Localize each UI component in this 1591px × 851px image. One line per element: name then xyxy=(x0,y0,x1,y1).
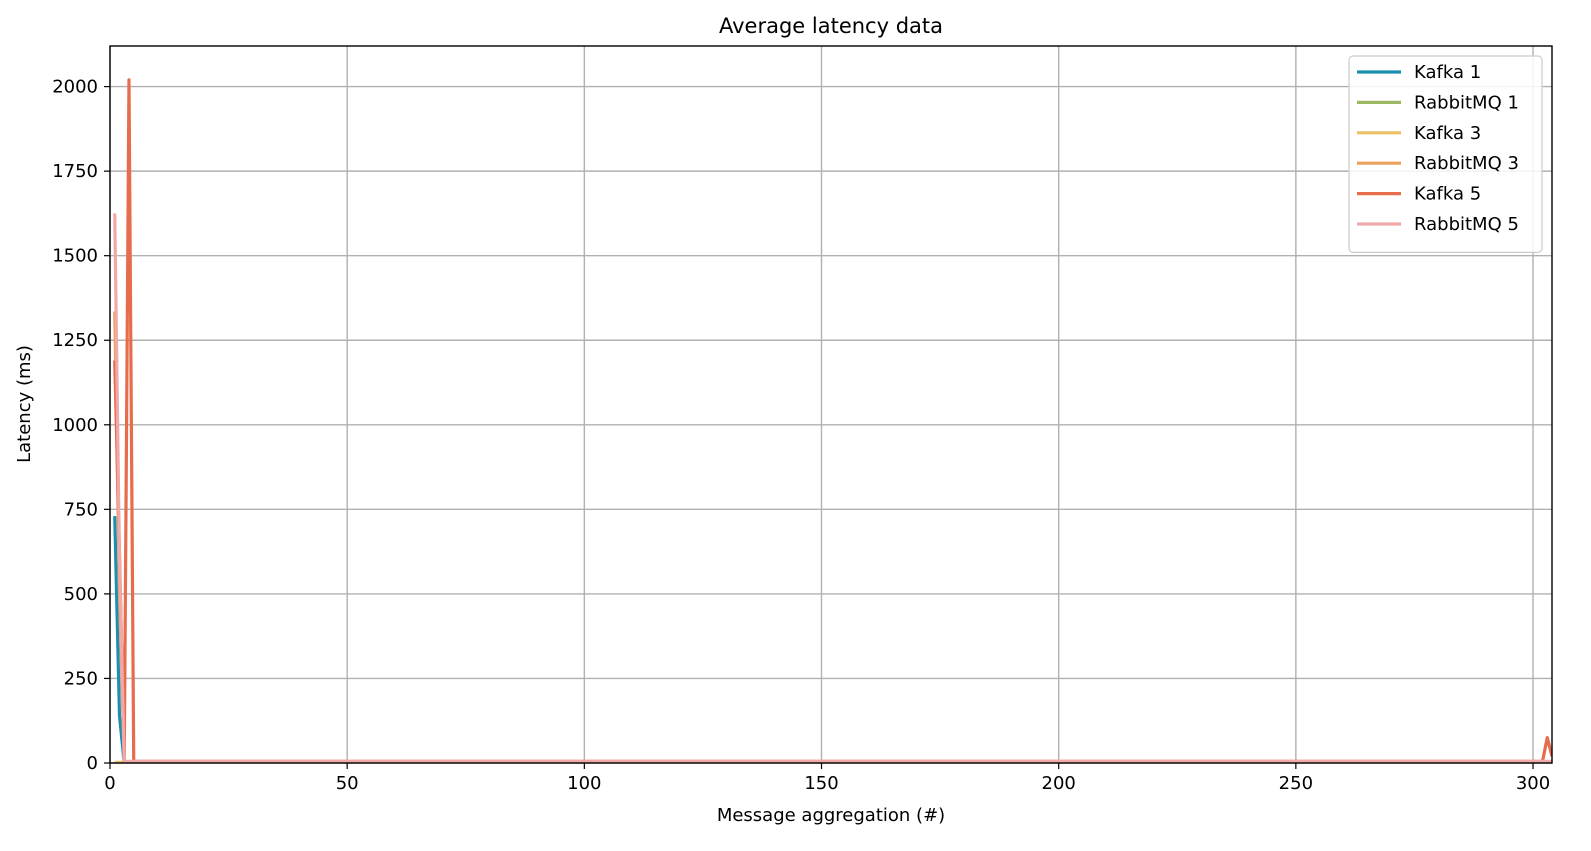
series-line-rabbitmq-5 xyxy=(113,213,1552,763)
series-line-kafka-5 xyxy=(113,78,1552,763)
y-tick-label: 500 xyxy=(64,584,98,605)
y-tick-label: 1500 xyxy=(52,246,98,267)
y-tick-label: 2000 xyxy=(52,77,98,98)
series-lines xyxy=(113,78,1552,763)
legend-label: Kafka 3 xyxy=(1414,123,1481,144)
y-tick-label: 1250 xyxy=(52,330,98,351)
legend-box xyxy=(1348,55,1543,253)
legend: Kafka 1 RabbitMQ 1 Kafka 3 RabbitMQ 3 Kafka … xyxy=(1348,55,1543,253)
axis-ticks: 0 50 100 150 200 250 300 0 250 500 750 1000 1250 1500… xyxy=(52,77,1550,794)
x-tick-label: 250 xyxy=(1279,773,1313,794)
legend-label: Kafka 1 xyxy=(1414,62,1481,83)
legend-label: RabbitMQ 1 xyxy=(1414,92,1519,113)
y-tick-label: 0 xyxy=(87,753,98,774)
x-tick-label: 100 xyxy=(567,773,601,794)
y-tick-label: 750 xyxy=(64,499,98,520)
x-tick-label: 0 xyxy=(104,773,115,794)
chart-title: Average latency data xyxy=(719,14,943,38)
y-tick-label: 1000 xyxy=(52,415,98,436)
legend-label: RabbitMQ 3 xyxy=(1414,153,1519,174)
y-tick-label: 250 xyxy=(64,668,98,689)
x-tick-label: 50 xyxy=(336,773,359,794)
plot-frame xyxy=(109,45,1553,764)
x-axis-label: Message aggregation (#) xyxy=(717,805,945,826)
x-tick-label: 150 xyxy=(804,773,838,794)
y-tick-label: 1750 xyxy=(52,161,98,182)
legend-label: Kafka 5 xyxy=(1414,184,1481,205)
legend-label: RabbitMQ 5 xyxy=(1414,214,1519,235)
series-line-rabbitmq-3 xyxy=(113,311,1552,763)
series-line-kafka-1 xyxy=(113,516,1552,763)
y-axis-label: Latency (ms) xyxy=(14,345,35,463)
x-tick-label: 200 xyxy=(1042,773,1076,794)
x-tick-label: 300 xyxy=(1516,773,1550,794)
grid-lines xyxy=(109,46,1552,764)
